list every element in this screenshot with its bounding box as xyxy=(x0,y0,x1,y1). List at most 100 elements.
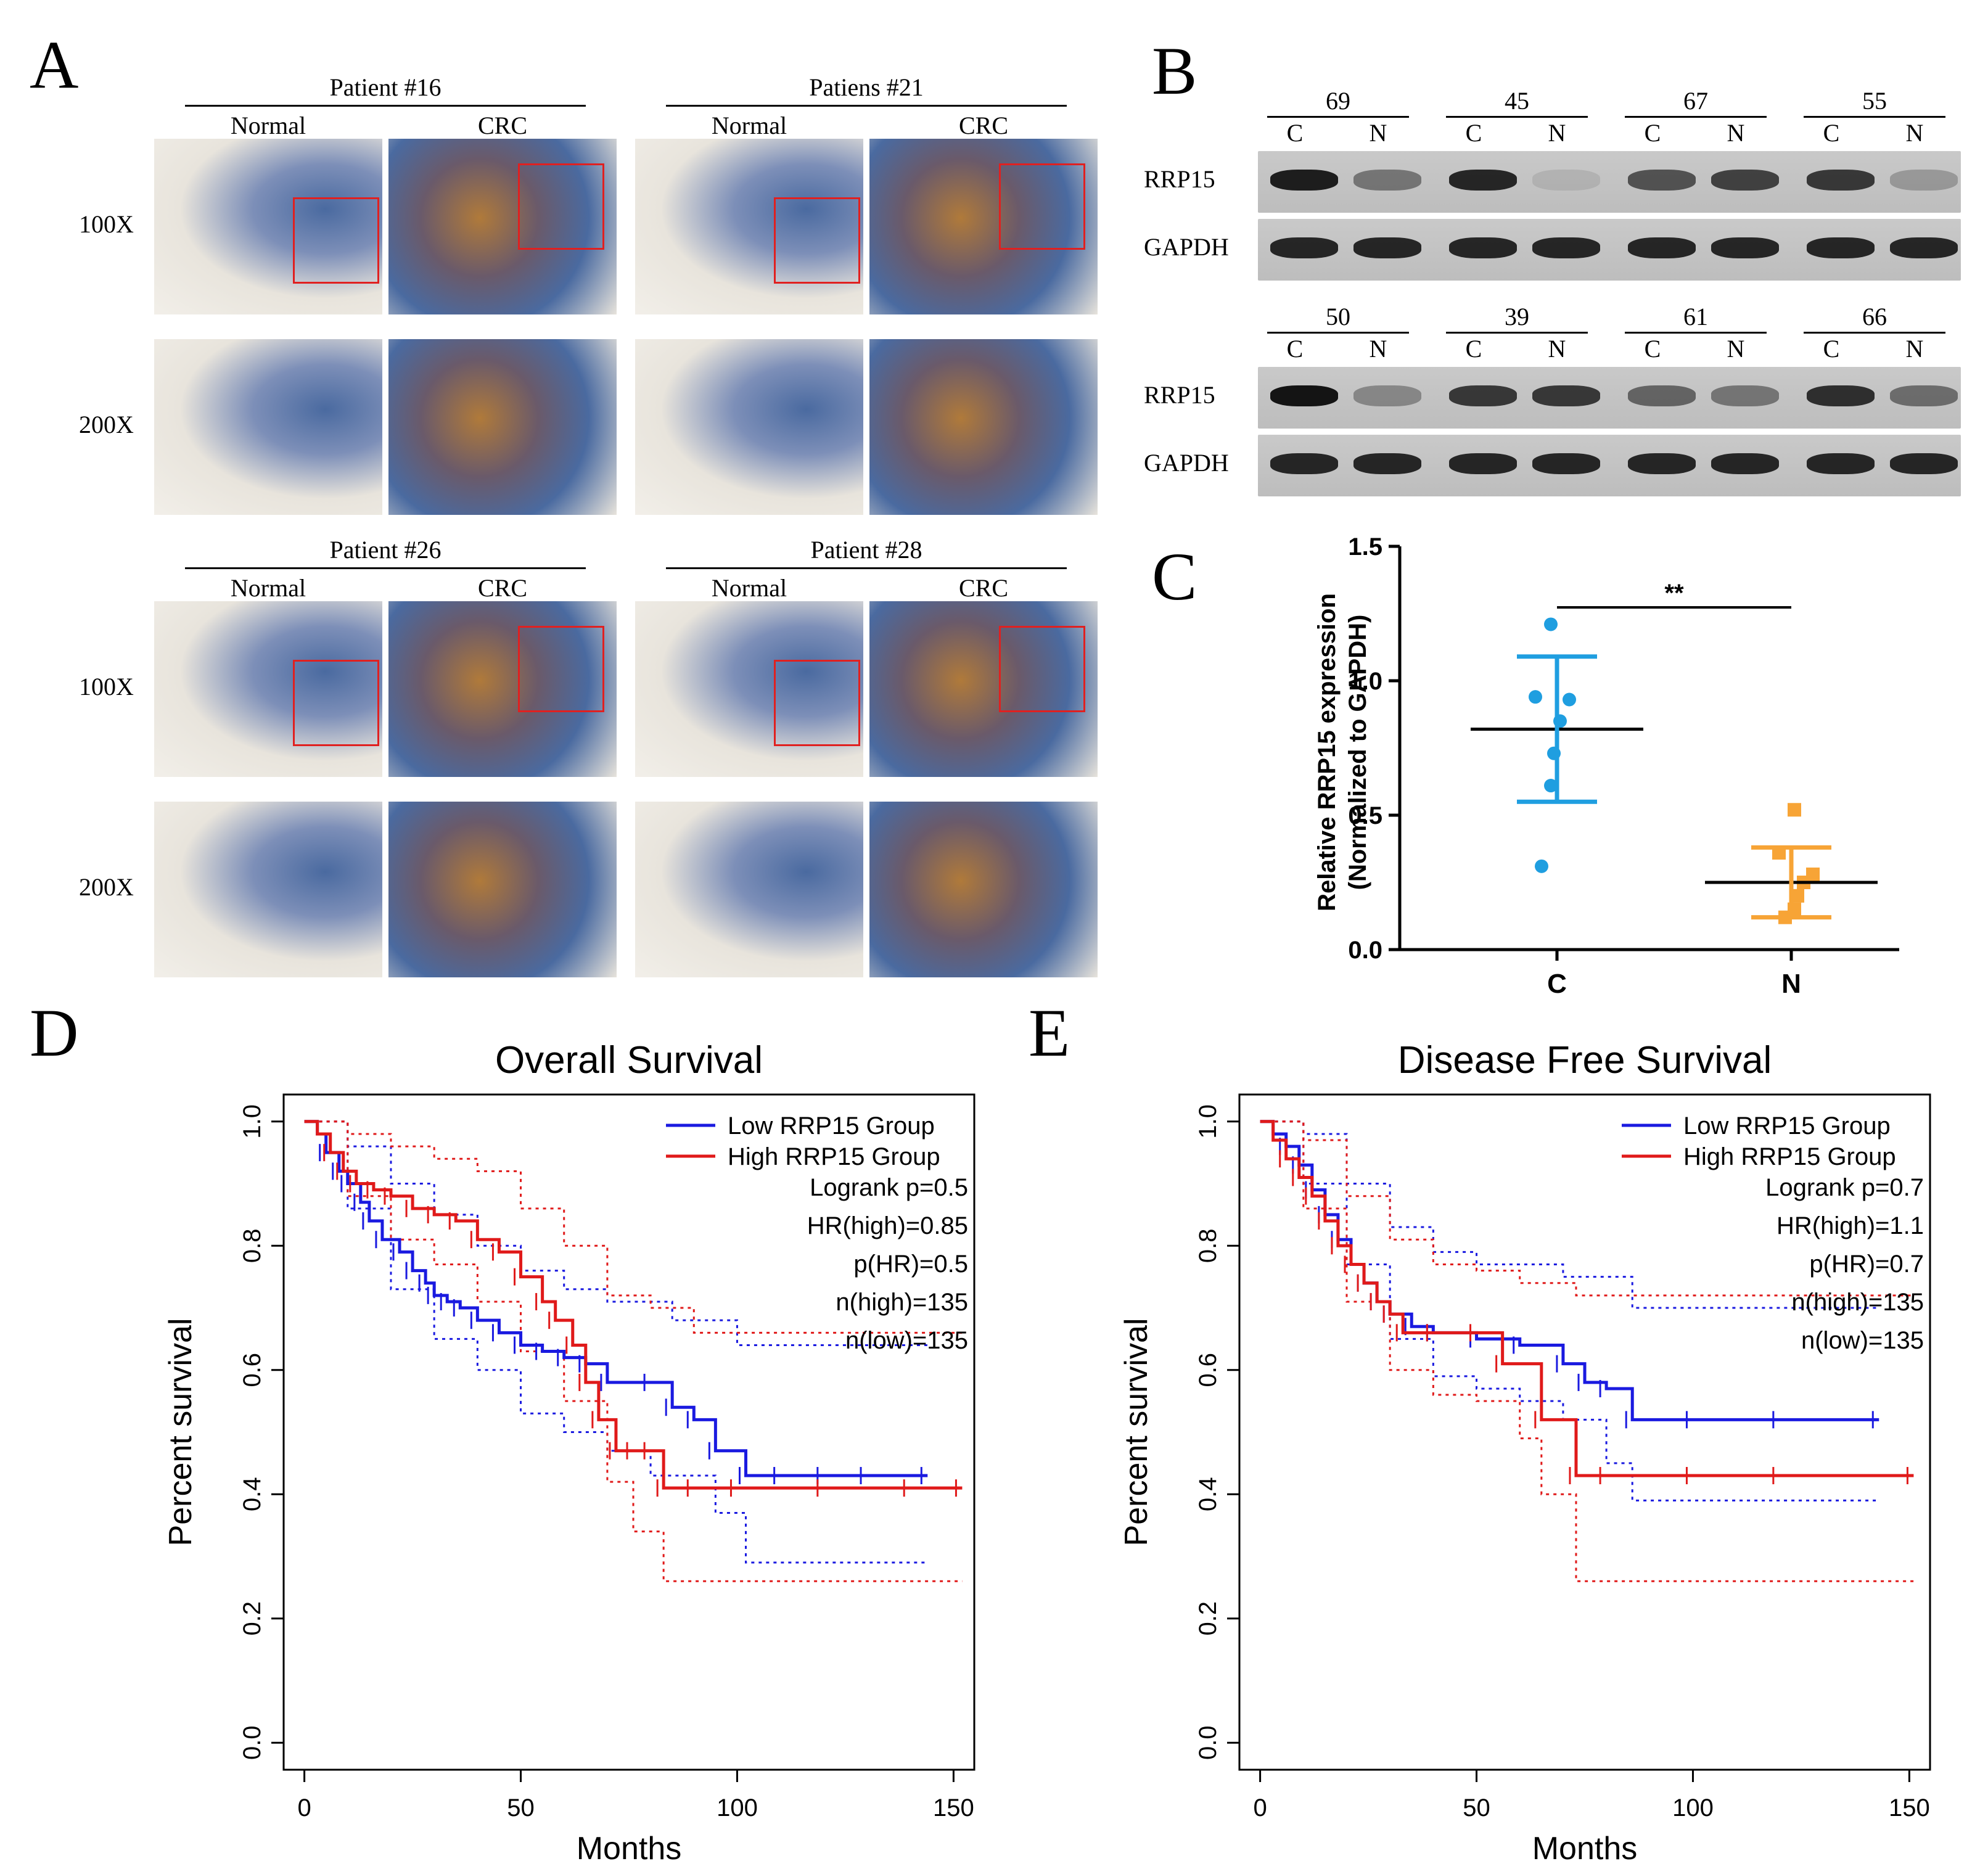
lane-label-c: C xyxy=(1823,119,1840,147)
sample-underline xyxy=(1804,116,1945,118)
micrograph-100x xyxy=(635,139,863,314)
patient-title: Patient #26 xyxy=(329,536,442,564)
legend-entry: Low RRP15 Group xyxy=(728,1112,935,1140)
stats-text: HR(high)=1.1 xyxy=(1776,1212,1924,1239)
sample-underline xyxy=(1446,332,1588,334)
legend-entry: High RRP15 Group xyxy=(1683,1143,1896,1170)
zoom-region-box xyxy=(518,163,604,250)
stats-text: n(high)=135 xyxy=(836,1289,968,1316)
sample-id-label: 69 xyxy=(1326,87,1350,115)
sample-underline xyxy=(1804,332,1945,334)
sample-id-label: 45 xyxy=(1505,87,1529,115)
confidence-bound-upper xyxy=(304,1120,928,1346)
y-tick-label: 1.0 xyxy=(1348,668,1382,695)
micrograph-200x xyxy=(869,802,1098,977)
stats-text: p(HR)=0.5 xyxy=(853,1251,968,1278)
y-tick-label: 0.8 xyxy=(239,1228,266,1263)
blot-band xyxy=(1890,237,1958,258)
patient-underline xyxy=(185,567,586,569)
high-group-curve xyxy=(304,1120,963,1490)
sample-id-label: 50 xyxy=(1326,303,1350,331)
significance-label: ** xyxy=(1664,580,1684,607)
magnification-label: 100X xyxy=(79,673,134,700)
micrograph-100x xyxy=(154,139,382,314)
rrp15-label: RRP15 xyxy=(1144,381,1215,409)
lane-label-n: N xyxy=(1369,119,1387,147)
data-point-c xyxy=(1544,617,1558,631)
x-tick-label: 0 xyxy=(1253,1794,1267,1822)
chart-title: Disease Free Survival xyxy=(1398,1039,1772,1082)
y-tick-label: 1.0 xyxy=(239,1104,266,1139)
sample-underline xyxy=(1267,116,1409,118)
panel-letter-c: C xyxy=(1152,539,1197,614)
data-point-c xyxy=(1535,859,1548,873)
stats-text: n(low)=135 xyxy=(1801,1327,1924,1354)
blot-band xyxy=(1628,237,1696,258)
panel-d-km-chart: Overall Survival 0.0 0.2 0.4 0.6 0.8 1.0 0 50 100… xyxy=(163,1039,976,1867)
x-tick-label: N xyxy=(1781,969,1801,999)
stats-text: p(HR)=0.7 xyxy=(1809,1251,1924,1278)
sample-id-label: 55 xyxy=(1862,87,1887,115)
sample-id-label: 39 xyxy=(1505,303,1529,331)
x-tick-label: 150 xyxy=(1889,1794,1930,1822)
blot-band xyxy=(1711,385,1779,406)
normal-label: Normal xyxy=(230,574,306,602)
blot-band xyxy=(1449,170,1517,191)
lane-label-n: N xyxy=(1727,119,1745,147)
blot-band xyxy=(1449,453,1517,474)
stats-text: n(high)=135 xyxy=(1791,1289,1924,1316)
micrograph-100x xyxy=(635,601,863,777)
blot-band xyxy=(1353,170,1421,191)
patient-underline xyxy=(185,105,586,107)
y-tick-label: 0.0 xyxy=(239,1725,266,1760)
patient-title: Patient #28 xyxy=(810,536,922,564)
y-tick-label: 0.0 xyxy=(1348,937,1382,964)
confidence-bound-upper xyxy=(1260,1120,1879,1309)
blot-band xyxy=(1532,385,1600,406)
blot-band xyxy=(1890,170,1958,191)
blot-band xyxy=(1270,170,1338,191)
chart-title: Overall Survival xyxy=(495,1039,763,1082)
blot-band xyxy=(1711,170,1779,191)
blot-band xyxy=(1270,385,1338,406)
lane-label-c: C xyxy=(1644,119,1661,147)
stats-text: Logrank p=0.7 xyxy=(1765,1174,1924,1201)
micrograph-200x xyxy=(869,339,1098,515)
y-tick-label: 1.0 xyxy=(1194,1104,1222,1139)
confidence-bound-lower xyxy=(304,1120,963,1582)
blot-band xyxy=(1890,385,1958,406)
confidence-bound-upper xyxy=(1260,1120,1914,1297)
gapdh-label: GAPDH xyxy=(1144,233,1229,261)
crc-label: CRC xyxy=(958,574,1009,602)
panel-letter-e: E xyxy=(1029,995,1070,1070)
sample-id-label: 67 xyxy=(1683,87,1708,115)
y-tick-label: 0.0 xyxy=(1194,1725,1222,1760)
magnification-label: 200X xyxy=(79,873,134,901)
gapdh-label: GAPDH xyxy=(1144,449,1229,477)
rrp15-blot-strip xyxy=(1258,151,1961,213)
zoom-region-box xyxy=(999,163,1085,250)
blot-band xyxy=(1890,453,1958,474)
lane-label-n: N xyxy=(1548,335,1566,363)
blot-band xyxy=(1270,237,1338,258)
blot-band xyxy=(1807,170,1875,191)
x-tick-label: 50 xyxy=(507,1794,535,1822)
blot-band xyxy=(1628,170,1696,191)
crc-label: CRC xyxy=(477,112,528,139)
gapdh-blot-strip xyxy=(1258,219,1961,281)
lane-label-n: N xyxy=(1727,335,1745,363)
blot-band xyxy=(1532,453,1600,474)
blot-band xyxy=(1807,385,1875,406)
lane-label-c: C xyxy=(1465,119,1482,147)
panel-e-km-chart: Disease Free Survival 0.0 0.2 0.4 0.6 0.8 1.0 0… xyxy=(1119,1039,1931,1867)
blot-band xyxy=(1449,385,1517,406)
y-tick-label: 0.4 xyxy=(1194,1477,1222,1511)
data-point-c xyxy=(1563,692,1576,707)
micrograph-200x xyxy=(635,339,863,515)
blot-band xyxy=(1807,237,1875,258)
y-tick-label: 0.6 xyxy=(1194,1353,1222,1387)
y-tick-label: 1.5 xyxy=(1348,533,1382,561)
lane-label-c: C xyxy=(1644,335,1661,363)
micrograph-200x xyxy=(154,339,382,515)
sample-id-label: 61 xyxy=(1683,303,1708,331)
